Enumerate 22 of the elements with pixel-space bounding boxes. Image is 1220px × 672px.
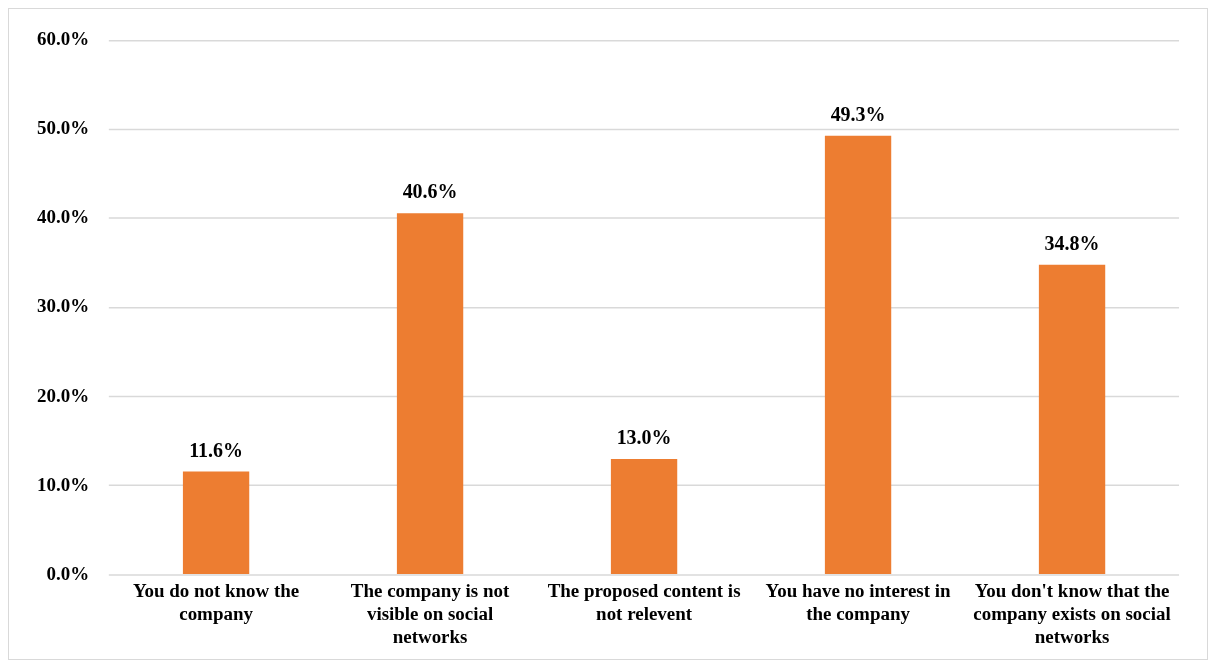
data-label: 13.0% xyxy=(616,426,672,449)
y-tick-label: 40.0% xyxy=(37,206,90,228)
data-label: 40.6% xyxy=(402,180,458,203)
y-tick-label: 30.0% xyxy=(37,295,90,317)
y-tick-label: 60.0% xyxy=(37,28,90,50)
data-label: 34.8% xyxy=(1044,232,1100,255)
y-tick-label: 10.0% xyxy=(37,473,90,495)
x-tick-label: You have no interest in the company xyxy=(765,580,951,624)
x-tick-label: You don't know that the company exists on social networks xyxy=(973,580,1171,647)
y-tick-label: 50.0% xyxy=(37,117,90,139)
bar xyxy=(824,135,892,575)
data-label: 49.3% xyxy=(830,102,886,125)
y-tick-label: 20.0% xyxy=(37,384,90,406)
y-tick-label: 0.0% xyxy=(46,562,90,584)
bar xyxy=(396,213,464,575)
bar xyxy=(610,459,678,575)
bar xyxy=(1038,264,1106,575)
x-tick-label: The proposed content is not relevent xyxy=(547,580,741,624)
x-tick-label: The company is not visible on social networks xyxy=(350,580,510,647)
data-label: 11.6% xyxy=(189,438,243,461)
x-tick-label: You do not know the company xyxy=(132,580,300,624)
bar xyxy=(182,471,250,575)
